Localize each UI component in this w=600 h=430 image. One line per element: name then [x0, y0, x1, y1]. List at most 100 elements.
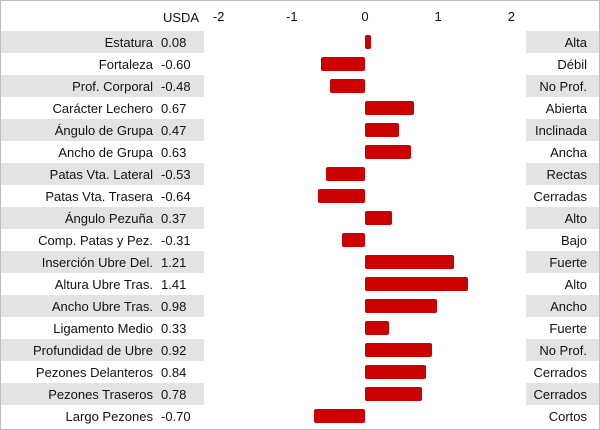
trait-name: Largo Pezones	[65, 409, 153, 424]
trait-name: Prof. Corporal	[72, 79, 153, 94]
bar-track	[204, 31, 526, 53]
x-tick-label: 2	[507, 9, 515, 24]
bar-track	[204, 405, 526, 427]
trait-row: Ángulo de Grupa 0.47 Inclinada	[1, 119, 599, 141]
value-bar	[365, 211, 393, 225]
trait-descriptor: Fuerte	[549, 255, 587, 270]
trait-descriptor: Alto	[564, 277, 587, 292]
trait-row: Pezones Delanteros 0.84 Cerrados	[1, 361, 599, 383]
value-bar	[365, 35, 371, 49]
usda-value: -0.70	[161, 409, 191, 424]
usda-value: 0.08	[161, 35, 187, 50]
trait-name: Ángulo Pezuña	[64, 211, 153, 226]
value-bar	[365, 101, 415, 115]
value-bar	[342, 233, 365, 247]
bar-track	[204, 185, 526, 207]
usda-value: 0.47	[161, 123, 187, 138]
trait-descriptor: Fuerte	[549, 321, 587, 336]
bar-track	[204, 361, 526, 383]
bar-track	[204, 97, 526, 119]
chart-header: USDA -2 -1 0 1 2	[1, 1, 599, 31]
trait-descriptor: Cerrados	[533, 387, 587, 402]
trait-row: Prof. Corporal -0.48 No Prof.	[1, 75, 599, 97]
trait-row: Ligamento Medio 0.33 Fuerte	[1, 317, 599, 339]
trait-descriptor: Abierta	[545, 101, 587, 116]
trait-descriptor: No Prof.	[539, 79, 587, 94]
trait-name: Fortaleza	[98, 57, 153, 72]
value-bar	[365, 343, 433, 357]
usda-value: -0.31	[161, 233, 191, 248]
x-tick-label: -2	[212, 9, 225, 24]
trait-descriptor: Débil	[557, 57, 587, 72]
usda-value: 0.37	[161, 211, 187, 226]
trait-name: Comp. Patas y Pez.	[38, 233, 153, 248]
trait-descriptor: Inclinada	[534, 123, 587, 138]
trait-descriptor: Rectas	[546, 167, 587, 182]
value-bar	[365, 365, 427, 379]
bar-track	[204, 207, 526, 229]
bar-track	[204, 339, 526, 361]
usda-value: 0.92	[161, 343, 187, 358]
bar-track	[204, 119, 526, 141]
trait-name: Ángulo de Grupa	[54, 123, 153, 138]
x-tick-label: -1	[286, 9, 298, 24]
bar-track	[204, 141, 526, 163]
trait-descriptor: Cortos	[548, 409, 587, 424]
trait-name: Patas Vta. Trasera	[45, 189, 153, 204]
trait-descriptor: Cerradas	[533, 189, 587, 204]
x-tick-label: 1	[434, 9, 442, 24]
bar-track	[204, 75, 526, 97]
trait-row: Estatura 0.08 Alta	[1, 31, 599, 53]
usda-value: 0.33	[161, 321, 187, 336]
trait-row: Patas Vta. Lateral -0.53 Rectas	[1, 163, 599, 185]
trait-name: Estatura	[104, 35, 153, 50]
value-bar	[365, 321, 390, 335]
bar-track	[204, 53, 526, 75]
trait-name: Pezones Traseros	[48, 387, 153, 402]
trait-row: Ángulo Pezuña 0.37 Alto	[1, 207, 599, 229]
trait-descriptor: Ancha	[550, 145, 587, 160]
usda-value: 1.41	[161, 277, 187, 292]
usda-value: 0.98	[161, 299, 187, 314]
trait-row: Profundidad de Ubre 0.92 No Prof.	[1, 339, 599, 361]
value-bar	[365, 277, 469, 291]
usda-value: -0.48	[161, 79, 191, 94]
trait-name: Patas Vta. Lateral	[49, 167, 153, 182]
trait-row: Patas Vta. Trasera -0.64 Cerradas	[1, 185, 599, 207]
value-bar	[365, 145, 412, 159]
trait-name: Profundidad de Ubre	[33, 343, 153, 358]
bar-track	[204, 163, 526, 185]
trait-name: Carácter Lechero	[52, 101, 153, 116]
trait-row: Comp. Patas y Pez. -0.31 Bajo	[1, 229, 599, 251]
bar-track	[204, 251, 526, 273]
bar-track	[204, 273, 526, 295]
trait-row: Ancho de Grupa 0.63 Ancha	[1, 141, 599, 163]
usda-value: 0.63	[161, 145, 187, 160]
usda-value: -0.64	[161, 189, 191, 204]
trait-name: Ancho de Grupa	[58, 145, 153, 160]
trait-row: Inserción Ubre Del. 1.21 Fuerte	[1, 251, 599, 273]
trait-descriptor: Cerrados	[533, 365, 587, 380]
trait-row: Ancho Ubre Tras. 0.98 Ancho	[1, 295, 599, 317]
trait-descriptor: Bajo	[560, 233, 587, 248]
value-bar	[365, 299, 437, 313]
bar-track	[204, 383, 526, 405]
usda-value: -0.53	[161, 167, 191, 182]
value-bar	[326, 167, 365, 181]
value-bar	[365, 255, 454, 269]
value-bar	[318, 189, 365, 203]
trait-row: Fortaleza -0.60 Débil	[1, 53, 599, 75]
value-bar	[365, 123, 400, 137]
trait-name: Pezones Delanteros	[35, 365, 153, 380]
value-bar	[365, 387, 423, 401]
usda-value: 0.78	[161, 387, 187, 402]
bar-track	[204, 317, 526, 339]
value-bar	[321, 57, 365, 71]
usda-column-header: USDA	[162, 10, 200, 25]
trait-descriptor: No Prof.	[539, 343, 587, 358]
trait-name: Ligamento Medio	[53, 321, 153, 336]
trait-name: Inserción Ubre Del.	[41, 255, 153, 270]
usda-value: -0.60	[161, 57, 191, 72]
trait-descriptor: Alto	[564, 211, 587, 226]
